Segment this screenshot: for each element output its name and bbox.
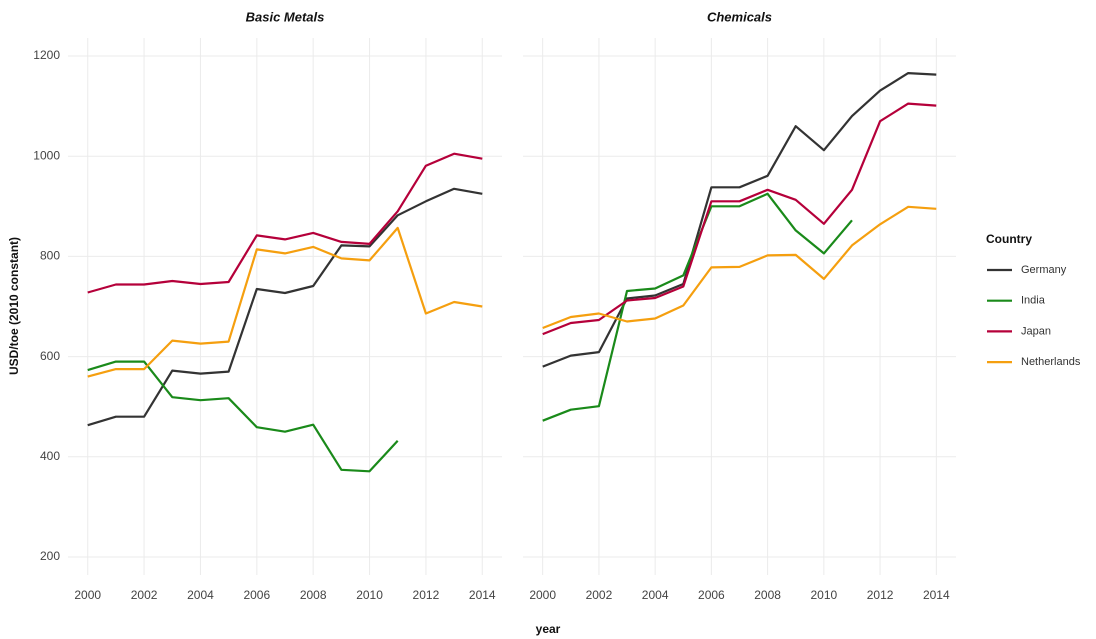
y-tick-label: 1200 bbox=[33, 48, 60, 62]
series-line bbox=[87, 187, 483, 427]
x-tick-label: 2006 bbox=[698, 588, 725, 602]
panel-title: Chemicals bbox=[707, 9, 772, 24]
x-axis-label: year bbox=[536, 622, 561, 636]
y-tick-label: 400 bbox=[40, 449, 60, 463]
x-tick-label: 2000 bbox=[529, 588, 556, 602]
y-tick-label: 600 bbox=[40, 349, 60, 363]
x-tick-label: 2002 bbox=[131, 588, 158, 602]
legend-label: Japan bbox=[1021, 325, 1051, 337]
legend-label: India bbox=[1021, 295, 1046, 307]
series-line bbox=[87, 360, 399, 473]
series-line bbox=[542, 192, 853, 422]
series-line bbox=[87, 226, 483, 378]
x-tick-label: 2012 bbox=[867, 588, 894, 602]
x-tick-label: 2008 bbox=[754, 588, 781, 602]
x-tick-label: 2012 bbox=[413, 588, 440, 602]
series-line bbox=[87, 152, 483, 294]
x-tick-label: 2014 bbox=[923, 588, 950, 602]
series-line bbox=[542, 102, 937, 336]
x-tick-label: 2010 bbox=[356, 588, 383, 602]
x-tick-label: 2004 bbox=[187, 588, 214, 602]
series-line bbox=[542, 205, 937, 330]
x-tick-label: 2008 bbox=[300, 588, 327, 602]
y-axis-label: USD/toe (2010 constant) bbox=[7, 237, 21, 375]
panel-title: Basic Metals bbox=[246, 9, 325, 24]
y-tick-label: 1000 bbox=[33, 148, 60, 162]
x-tick-label: 2014 bbox=[469, 588, 496, 602]
legend-title: Country bbox=[986, 232, 1032, 246]
x-tick-label: 2010 bbox=[810, 588, 837, 602]
y-tick-label: 800 bbox=[40, 249, 60, 263]
x-tick-label: 2004 bbox=[642, 588, 669, 602]
x-tick-label: 2006 bbox=[243, 588, 270, 602]
legend-label: Netherlands bbox=[1021, 356, 1081, 368]
x-tick-label: 2002 bbox=[586, 588, 613, 602]
x-tick-label: 2000 bbox=[74, 588, 101, 602]
y-tick-label: 200 bbox=[40, 549, 60, 563]
series-line bbox=[542, 72, 937, 368]
legend-label: Germany bbox=[1021, 264, 1067, 276]
